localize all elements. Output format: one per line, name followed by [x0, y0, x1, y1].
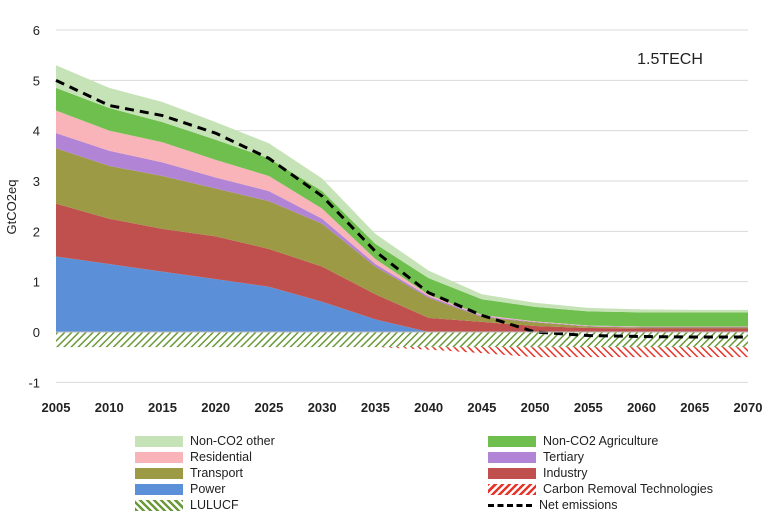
y-tick-label: 6: [33, 23, 40, 38]
y-axis-label: GtCO2eq: [4, 180, 19, 235]
x-tick-label: 2065: [680, 400, 709, 415]
y-tick-label: 1: [33, 275, 40, 290]
x-tick-label: 2035: [361, 400, 390, 415]
net-emissions-line: [55, 78, 748, 339]
area-carbon-removal-technologies: [56, 347, 748, 358]
y-tick-label: 5: [33, 73, 40, 88]
x-tick-label: 2050: [521, 400, 550, 415]
x-tick-label: 2030: [308, 400, 337, 415]
net-emissions-line-group: [55, 78, 748, 339]
chart-title: 1.5TECH: [637, 51, 703, 68]
area-non-co2-agriculture: [56, 87, 748, 327]
y-tick-label: 2: [33, 224, 40, 239]
area-residential: [56, 110, 748, 327]
area-lulucf: [56, 332, 748, 348]
x-tick-label: 2060: [627, 400, 656, 415]
x-tick-label: 2025: [254, 400, 283, 415]
x-tick-label: 2010: [95, 400, 124, 415]
x-tick-label: 2015: [148, 400, 177, 415]
y-tick-label: 3: [33, 174, 40, 189]
axes: -1 0 1 2 3 4 5 6 2005 2010 2015 2020 2025 2030 2035 204…: [28, 23, 762, 415]
area-series: [56, 65, 748, 332]
area-tertiary: [56, 133, 748, 328]
y-tick-label: 4: [33, 124, 40, 139]
y-tick-label: -1: [28, 375, 40, 390]
y-tick-label: 0: [33, 325, 40, 340]
area-industry: [56, 203, 748, 332]
x-tick-label: 2070: [734, 400, 763, 415]
x-tick-label: 2055: [574, 400, 603, 415]
x-tick-label: 2005: [42, 400, 71, 415]
area-power: [56, 256, 748, 332]
area-transport: [56, 148, 748, 329]
x-tick-label: 2020: [201, 400, 230, 415]
x-tick-label: 2040: [414, 400, 443, 415]
x-tick-label: 2045: [467, 400, 496, 415]
